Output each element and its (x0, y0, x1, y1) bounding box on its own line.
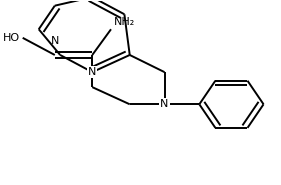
Text: N: N (51, 36, 59, 46)
Text: NH₂: NH₂ (114, 17, 135, 27)
Text: N: N (160, 99, 169, 109)
Text: N: N (88, 67, 96, 77)
Text: HO: HO (3, 33, 20, 43)
